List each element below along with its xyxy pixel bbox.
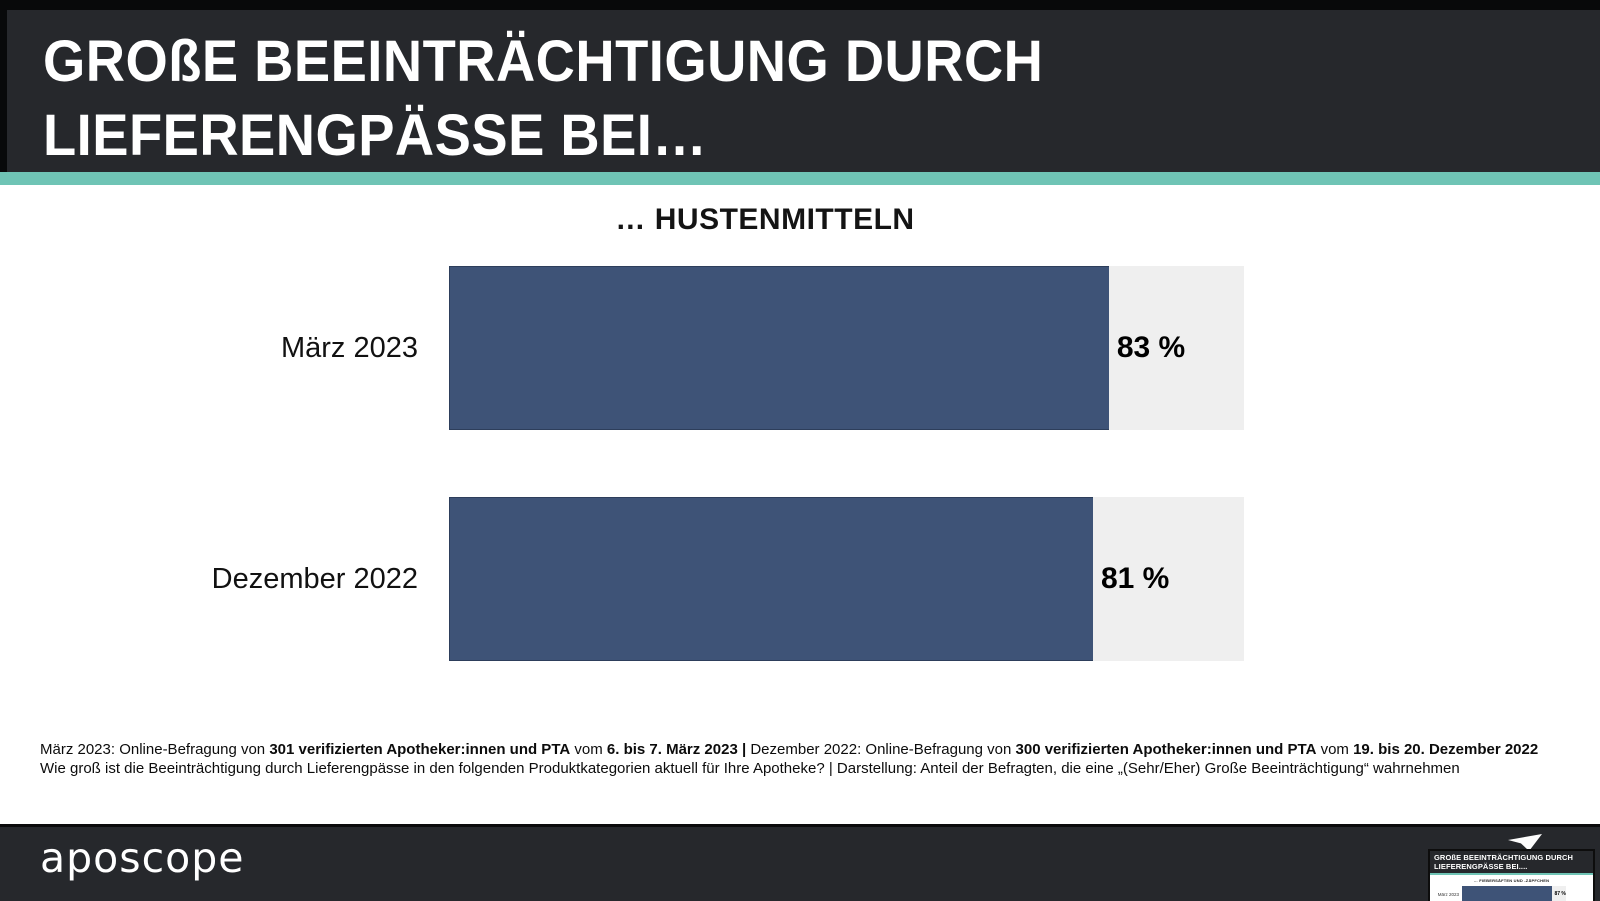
thumbnail-bar-value: 87 %	[1554, 891, 1566, 897]
thumbnail-category-label: März 2023	[1437, 891, 1459, 897]
bar-track: 81 %	[449, 497, 1244, 661]
bar-fill-maerz-2023	[449, 266, 1109, 430]
bar-value-label: 83 %	[1116, 331, 1186, 364]
thumbnail-bar-row: März 2023 87 %	[1434, 886, 1589, 901]
thumbnail-chart: … FIEBERSÄFTEN UND -ZÄPFCHEN März 2023 8…	[1430, 875, 1593, 901]
slide-footer: aposcope	[0, 824, 1600, 901]
slide-title: GROßE BEEINTRÄCHTIGUNG DURCH LIEFERENGPÄ…	[43, 24, 1553, 172]
thumbnail-teal-divider	[1430, 873, 1593, 875]
bar-row: Dezember 2022 81 %	[0, 497, 1300, 661]
slide-title-line1: GROßE BEEINTRÄCHTIGUNG DURCH	[43, 28, 1044, 94]
thumbnail-title-line2: LIEFERENGPÄSSE BEI....	[1434, 861, 1528, 871]
category-label: März 2023	[280, 331, 418, 364]
bar-value-label: 81 %	[1100, 562, 1170, 595]
teal-divider	[0, 172, 1600, 185]
bar-fill-dezember-2022	[449, 497, 1093, 661]
bar-row: März 2023 83 %	[0, 266, 1300, 430]
thumbnail-chart-title: … FIEBERSÄFTEN UND -ZÄPFCHEN	[1473, 878, 1550, 883]
slide-title-line2: LIEFERENGPÄSSE BEI…	[43, 102, 708, 168]
thumbnail-bar-track: 87 %	[1462, 886, 1566, 901]
thumbnail-header: GROßE BEEINTRÄCHTIGUNG DURCH LIEFERENGPÄ…	[1430, 851, 1593, 873]
footnote: März 2023: Online-Befragung von 301 veri…	[40, 740, 1560, 778]
bar-chart: März 2023 83 % Dezember 2022 81 %	[0, 266, 1300, 661]
thumbnail-title-line1: GROßE BEEINTRÄCHTIGUNG DURCH	[1434, 853, 1574, 862]
next-slide-thumbnail[interactable]: GROßE BEEINTRÄCHTIGUNG DURCH LIEFERENGPÄ…	[1428, 849, 1595, 901]
slide-header: GROßE BEEINTRÄCHTIGUNG DURCH LIEFERENGPÄ…	[0, 0, 1600, 172]
footnote-line1: März 2023: Online-Befragung von 301 veri…	[40, 741, 1539, 758]
bar-track: 83 %	[449, 266, 1244, 430]
chart-title: … HUSTENMITTELN	[615, 203, 915, 236]
aposcope-logo: aposcope	[40, 834, 245, 882]
thumbnail-bar-fill	[1462, 886, 1553, 901]
chart-section: … HUSTENMITTELN März 2023 83 % Dezember …	[0, 185, 1600, 824]
category-label: Dezember 2022	[211, 562, 418, 595]
footnote-line2: Wie groß ist die Beeinträchtigung durch …	[40, 760, 1460, 777]
